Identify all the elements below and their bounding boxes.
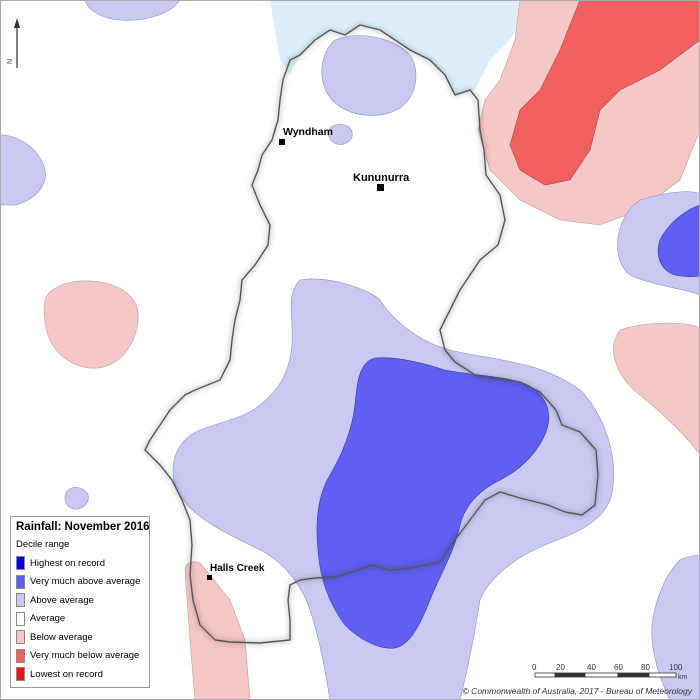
scale-tick-0: 0 bbox=[532, 663, 537, 672]
legend-label: Average bbox=[30, 613, 66, 625]
sea-area bbox=[270, 0, 525, 95]
legend-swatch bbox=[16, 574, 25, 589]
scale-tick-20: 20 bbox=[556, 663, 565, 672]
legend-swatch bbox=[16, 630, 25, 645]
legend-swatch bbox=[16, 611, 25, 626]
scale-tick-80: 80 bbox=[641, 663, 650, 672]
legend-item: Very much above average bbox=[16, 573, 144, 592]
legend-item: Above average bbox=[16, 591, 144, 610]
legend-swatch bbox=[16, 648, 25, 663]
legend-label: Lowest on record bbox=[30, 668, 103, 680]
legend-swatch bbox=[16, 593, 25, 608]
town-marker bbox=[207, 575, 212, 580]
legend-title: Rainfall: November 2016 bbox=[16, 521, 150, 533]
copyright-notice: © Commonwealth of Australia, 2017 - Bure… bbox=[462, 686, 692, 696]
town-wyndham: Wyndham bbox=[279, 126, 333, 145]
scale-tick-60: 60 bbox=[614, 663, 623, 672]
north-label: N bbox=[7, 59, 14, 64]
legend-label: Highest on record bbox=[30, 557, 105, 569]
town-marker bbox=[279, 139, 285, 145]
town-halls-creek: Halls Creek bbox=[207, 563, 265, 580]
legend-swatch bbox=[16, 667, 25, 682]
scale-bar: 0 20 40 60 80 100 km bbox=[532, 663, 688, 681]
legend-item: Lowest on record bbox=[16, 665, 144, 684]
scale-tick-40: 40 bbox=[587, 663, 596, 672]
very-much-below-average-region bbox=[509, 0, 700, 186]
legend-swatch bbox=[16, 556, 25, 571]
region-boundary bbox=[144, 24, 599, 644]
legend-subtitle: Decile range bbox=[16, 539, 70, 550]
legend: Rainfall: November 2016 Decile range Hig… bbox=[10, 516, 150, 688]
legend-item: Very much below average bbox=[16, 647, 144, 666]
legend-label: Above average bbox=[30, 594, 94, 606]
legend-label: Very much above average bbox=[30, 576, 141, 588]
legend-item: Highest on record bbox=[16, 554, 144, 573]
town-label-halls-creek: Halls Creek bbox=[210, 563, 265, 574]
north-arrow: N bbox=[7, 18, 20, 68]
town-marker bbox=[377, 184, 384, 191]
town-kununurra: Kununurra bbox=[353, 172, 410, 191]
legend-label: Very much below average bbox=[30, 650, 140, 662]
scale-tick-100: 100 bbox=[669, 663, 683, 672]
legend-item: Average bbox=[16, 610, 144, 629]
legend-item: Below average bbox=[16, 628, 144, 647]
town-label-wyndham: Wyndham bbox=[283, 126, 333, 138]
legend-label: Below average bbox=[30, 631, 93, 643]
town-label-kununurra: Kununurra bbox=[353, 172, 410, 184]
scale-unit: km bbox=[678, 674, 688, 681]
